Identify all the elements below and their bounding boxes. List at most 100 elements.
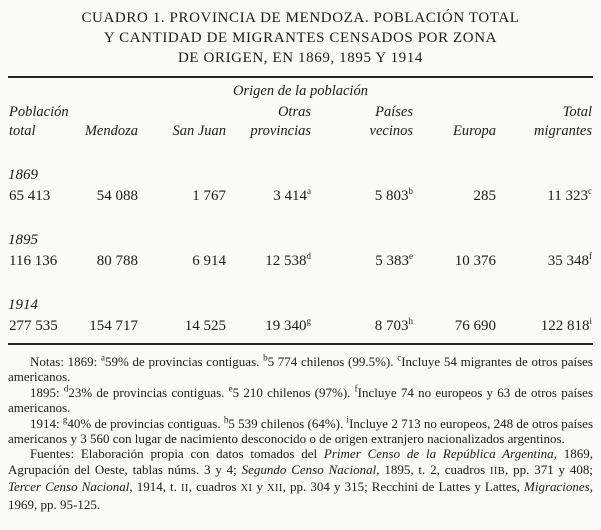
col-header-poblacion-total: Población total (9, 103, 79, 141)
table-row-1895: 116 136 80 788 6 914 12 538d 5 383e 10 3… (9, 251, 592, 271)
text-segment: Notas: 1869: (30, 354, 101, 369)
col-header-line: Total (562, 104, 592, 120)
table-cell: 285 (413, 186, 497, 206)
text-segment: Migraciones (524, 479, 590, 495)
text-segment: Segundo Censo Nacional (241, 461, 377, 477)
text-segment: Fuentes: Elaboración propia con datos to… (30, 446, 324, 462)
note-paragraph-1869: Notas: 1869: a59% de provincias contigua… (8, 352, 593, 385)
notes-block: Notas: 1869: a59% de provincias contigua… (8, 352, 594, 512)
cell-value: 65 413 (9, 188, 51, 204)
text-segment: IIB (489, 465, 506, 477)
cell-value: 10 376 (454, 253, 496, 269)
cell-value: 285 (473, 188, 497, 204)
cell-footnote-mark: e (409, 251, 413, 261)
note-paragraph-1895: 1895: d23% de provincias contiguas. e5 2… (8, 383, 593, 416)
footnote-mark: g (62, 414, 68, 425)
origin-span-header: Origen de la población (233, 83, 368, 99)
cell-footnote-mark: i (589, 316, 592, 326)
table-cell: 65 413 (9, 186, 79, 206)
text-segment: y (252, 479, 268, 495)
text-segment: 1895: (30, 384, 64, 400)
cell-footnote-mark: c (588, 186, 592, 196)
text-segment: 5 774 chilenos (99.5%). (267, 354, 398, 369)
text-segment: Tercer Censo Nacional (8, 479, 130, 495)
text-segment: , pp. 371 y 408; (505, 461, 593, 477)
col-header-line (138, 103, 226, 122)
year-label-1895: 1895 (8, 232, 38, 248)
table-cell: 6 914 (138, 251, 226, 271)
table-cell: 1 767 (138, 186, 226, 206)
cell-value: 122 818 (540, 318, 590, 334)
text-segment: , pp. 304 y 315; Recchini de Lattes y La… (282, 479, 525, 495)
cell-value: 54 088 (96, 188, 138, 204)
footnote-mark: i (346, 414, 350, 425)
text-segment: 40% de provincias contiguas. (67, 415, 224, 431)
footnote-mark: e (228, 383, 233, 394)
table-cell: 116 136 (9, 251, 79, 271)
footnote-mark: h (223, 414, 229, 425)
table-cell: 5 803b (311, 186, 413, 206)
col-header-line: provincias (250, 123, 311, 139)
col-header-line: migrantes (534, 123, 592, 139)
cell-value: 11 323 (547, 188, 588, 204)
col-header-europa: Europa (413, 103, 496, 141)
text-segment: 1914: (30, 415, 63, 431)
table-cell: 14 525 (138, 316, 226, 336)
text-segment: , 1895, t. 2, cuadros (376, 461, 490, 477)
col-header-mendoza: Mendoza (79, 103, 138, 141)
table-header-row: Población total Mendoza San Juan Otras p… (9, 103, 592, 141)
table-cell: 3 414a (226, 186, 311, 206)
title-line-2: Y CANTIDAD DE MIGRANTES CENSADOS POR ZON… (103, 30, 498, 46)
cell-value: 277 535 (9, 318, 58, 334)
footnote-mark: b (263, 352, 268, 363)
cell-footnote-mark: g (306, 316, 312, 326)
col-header-otras-provincias: Otras provincias (226, 103, 311, 141)
text-segment: , 1869, Agrupación del Oeste, tablas núm… (8, 446, 594, 477)
cell-value: 5 803 (374, 188, 409, 204)
col-header-san-juan: San Juan (138, 103, 226, 141)
cell-footnote-mark: d (306, 251, 312, 261)
footnote-mark: f (354, 383, 358, 394)
col-header-line: Otras (277, 104, 311, 120)
table-row-1869: 65 413 54 088 1 767 3 414a 5 803b 285 11… (9, 186, 592, 206)
cell-value: 14 525 (184, 318, 226, 334)
cell-value: 35 348 (547, 253, 589, 269)
col-header-line: San Juan (172, 123, 226, 139)
table-cell: 80 788 (79, 251, 138, 271)
cell-value: 6 914 (192, 253, 226, 269)
cell-value: 154 717 (89, 318, 138, 334)
cell-footnote-mark: b (408, 186, 414, 196)
cell-footnote-mark: f (589, 251, 592, 261)
table-cell: 5 383e (311, 251, 413, 271)
text-segment: 59% de provincias contiguas. (104, 354, 264, 369)
text-segment: 5 539 chilenos (64%). (228, 415, 347, 431)
table-cell: 35 348f (496, 251, 592, 271)
table-cell: 19 340g (226, 316, 311, 336)
cell-footnote-mark: a (307, 186, 311, 196)
col-header-line: Mendoza (84, 123, 138, 139)
title-line-1: CUADRO 1. PROVINCIA DE MENDOZA. POBLACIÓ… (81, 10, 520, 26)
col-header-line (79, 103, 138, 122)
table-cell: 10 376 (413, 251, 496, 271)
text-segment: , cuadros (188, 479, 241, 495)
col-header-total-migrantes: Total migrantes (496, 103, 592, 141)
col-header-paises-vecinos: Países vecinos (311, 103, 413, 141)
footnote-mark: a (100, 352, 105, 363)
table-cell: 54 088 (79, 186, 138, 206)
table-title: CUADRO 1. PROVINCIA DE MENDOZA. POBLACIÓ… (8, 6, 593, 68)
year-label-1914: 1914 (8, 297, 38, 313)
col-header-line: Población (9, 104, 69, 120)
footnote-mark: d (63, 383, 69, 394)
cell-value: 80 788 (96, 253, 138, 269)
census-table: Origen de la población Población total M… (8, 76, 593, 345)
col-header-line: Países (375, 104, 413, 120)
text-segment: Incluye 2 713 no europeos, 248 de otros … (8, 415, 594, 447)
cell-value: 5 383 (375, 253, 409, 269)
text-segment: Incluye 54 migrantes de otros países ame… (8, 354, 593, 385)
col-header-line: Europa (453, 123, 496, 139)
sources-paragraph: Fuentes: Elaboración propia con datos to… (8, 446, 593, 512)
cell-value: 1 767 (192, 188, 226, 204)
cell-footnote-mark: h (408, 316, 414, 326)
table-cell: 277 535 (9, 316, 79, 336)
